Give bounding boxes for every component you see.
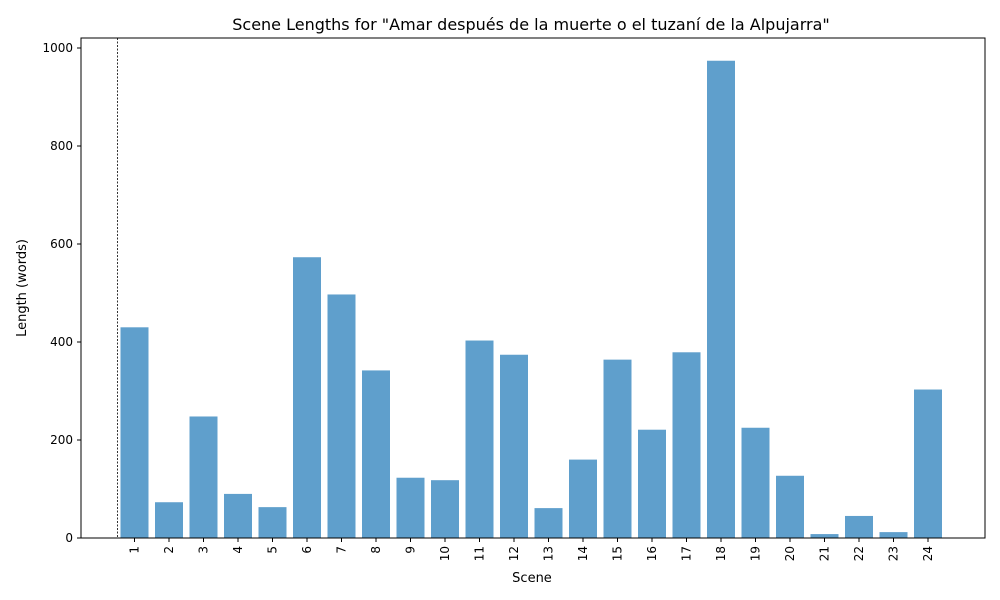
x-tick-label: 4 [231,546,245,554]
x-tick-label: 9 [404,546,418,554]
x-tick-label: 23 [887,546,901,561]
bar-scene-11 [465,340,494,538]
bar-scene-15 [603,359,632,538]
y-axis-label: Length (words) [15,239,30,337]
x-tick-label: 20 [783,546,797,561]
x-axis-ticks: 1 2 3 4 5 6 7 8 9 10 11 12 13 14 15 16 17 18 19 20 21 22 23 24 [128,538,935,561]
bar-scene-22 [845,515,873,538]
y-tick-label: 200 [50,433,73,447]
bar-scene-8 [362,370,390,538]
bar-scene-2 [155,502,183,538]
bar-scene-16 [638,429,666,538]
bar-scene-10 [431,480,459,538]
x-tick-label: 19 [749,546,763,561]
x-tick-label: 2 [162,546,176,554]
x-tick-label: 17 [680,546,694,561]
x-tick-label: 12 [507,546,521,561]
bar-scene-13 [534,508,563,538]
y-tick-label: 600 [50,237,73,251]
x-axis-label: Scene [512,571,552,586]
x-tick-label: 8 [369,546,383,554]
y-tick-label: 400 [50,335,73,349]
chart-title: Scene Lengths for "Amar después de la mu… [232,15,830,34]
x-tick-label: 3 [197,546,211,554]
x-tick-label: 22 [852,546,866,561]
bar-scene-17 [672,352,701,538]
x-tick-label: 14 [576,546,590,561]
bar-scene-19 [741,427,770,538]
bar-scene-14 [569,459,597,538]
x-tick-label: 5 [266,546,280,554]
x-tick-label: 11 [473,546,487,561]
bar-scene-5 [258,507,287,538]
x-tick-label: 18 [714,546,728,561]
bars-group [120,60,942,539]
x-tick-label: 24 [921,546,935,561]
x-tick-label: 15 [611,546,625,561]
x-tick-label: 10 [438,546,452,561]
y-tick-label: 1000 [42,41,73,55]
y-axis-ticks: 0 200 400 600 800 1000 [42,41,81,545]
bar-scene-24 [914,389,942,538]
bar-scene-6 [293,257,321,538]
y-tick-label: 0 [65,531,73,545]
bar-scene-1 [120,327,149,538]
plot-frame [80,37,986,539]
bar-scene-3 [189,416,218,538]
bar-scene-9 [396,477,425,538]
bar-scene-23 [879,532,908,538]
x-tick-label: 6 [300,546,314,554]
x-tick-label: 1 [128,546,142,554]
bar-scene-12 [500,354,528,538]
x-tick-label: 16 [645,546,659,561]
bar-scene-21 [810,534,839,538]
bar-scene-4 [224,493,252,538]
x-tick-label: 7 [335,546,349,554]
bar-scene-7 [327,294,356,538]
bar-scene-20 [776,475,804,538]
x-tick-label: 13 [542,546,556,561]
x-tick-label: 21 [818,546,832,561]
y-tick-label: 800 [50,139,73,153]
bar-scene-18 [707,60,735,539]
